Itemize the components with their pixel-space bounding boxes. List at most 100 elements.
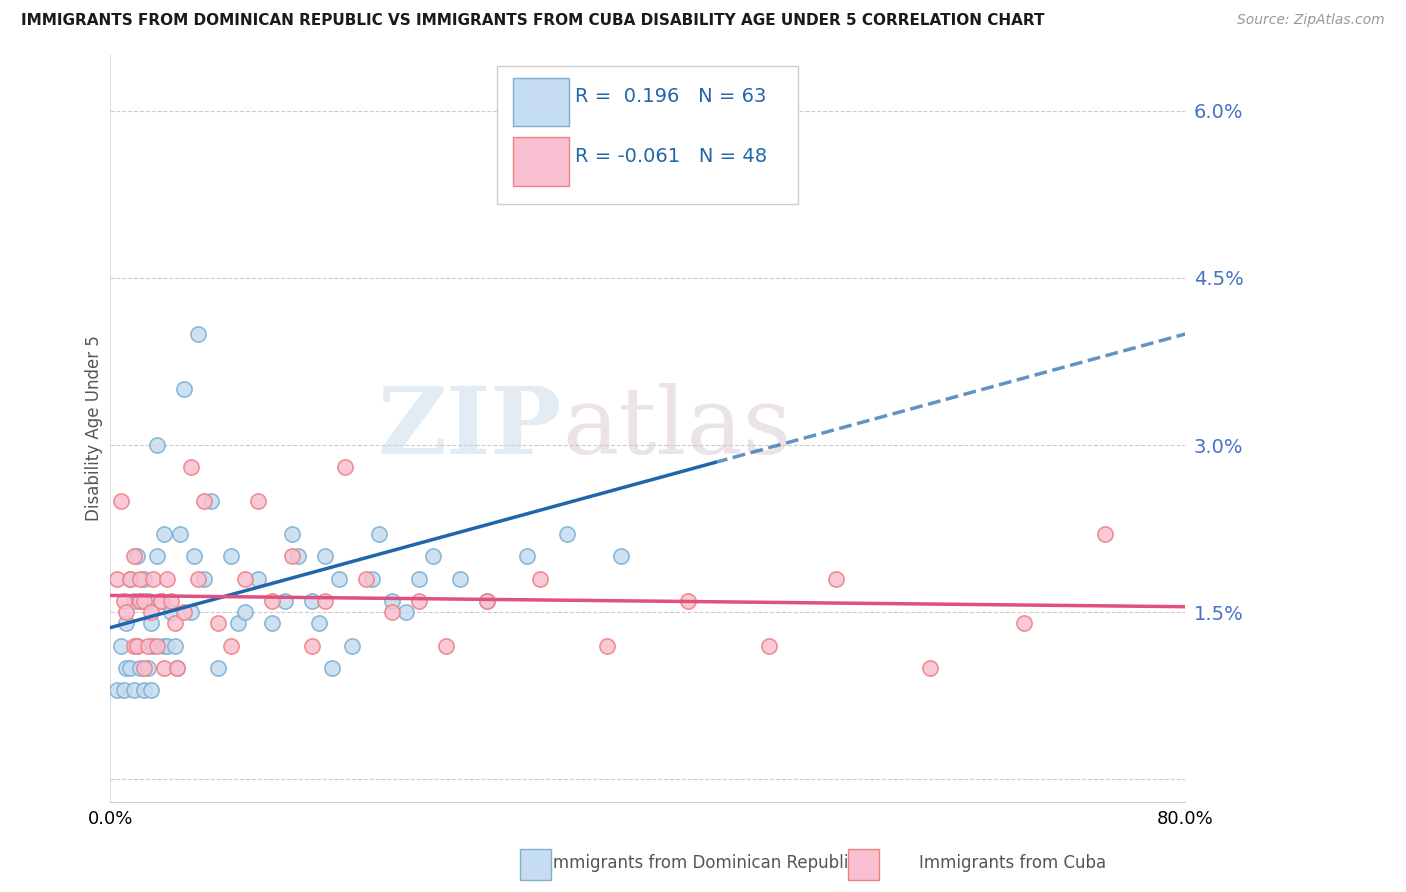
- Point: [187, 326, 209, 341]
- Point: [314, 549, 336, 564]
- Point: [128, 661, 150, 675]
- Point: [193, 493, 215, 508]
- Point: [127, 639, 149, 653]
- Point: [150, 594, 173, 608]
- Text: Immigrants from Cuba: Immigrants from Cuba: [918, 855, 1107, 872]
- Point: [120, 661, 142, 675]
- Point: [150, 594, 173, 608]
- Point: [124, 549, 146, 564]
- Point: [408, 594, 430, 608]
- Point: [676, 594, 699, 608]
- Point: [110, 493, 132, 508]
- Point: [395, 605, 418, 619]
- Point: [146, 639, 169, 653]
- Text: Source: ZipAtlas.com: Source: ZipAtlas.com: [1237, 13, 1385, 28]
- Point: [596, 639, 619, 653]
- Point: [142, 639, 165, 653]
- Point: [163, 616, 186, 631]
- Point: [434, 639, 457, 653]
- Point: [105, 572, 128, 586]
- Point: [1094, 527, 1116, 541]
- Text: ZIP: ZIP: [378, 384, 562, 474]
- Point: [139, 605, 162, 619]
- Point: [153, 639, 176, 653]
- Point: [287, 549, 309, 564]
- Point: [193, 572, 215, 586]
- Point: [408, 572, 430, 586]
- Point: [153, 661, 176, 675]
- Point: [120, 572, 142, 586]
- Point: [233, 572, 256, 586]
- Point: [115, 616, 138, 631]
- Point: [207, 616, 229, 631]
- Point: [136, 661, 159, 675]
- Point: [187, 572, 209, 586]
- Point: [321, 661, 343, 675]
- Point: [1012, 616, 1035, 631]
- Point: [132, 594, 155, 608]
- FancyBboxPatch shape: [513, 78, 569, 126]
- Text: Immigrants from Dominican Republic: Immigrants from Dominican Republic: [548, 855, 858, 872]
- Point: [128, 594, 150, 608]
- Point: [200, 493, 222, 508]
- Point: [110, 639, 132, 653]
- Point: [368, 527, 391, 541]
- Point: [142, 572, 165, 586]
- Point: [132, 572, 155, 586]
- Point: [159, 594, 181, 608]
- Point: [166, 661, 188, 675]
- Point: [314, 594, 336, 608]
- Point: [555, 527, 578, 541]
- Y-axis label: Disability Age Under 5: Disability Age Under 5: [86, 335, 103, 521]
- Point: [112, 683, 135, 698]
- Point: [219, 549, 242, 564]
- Text: R = -0.061   N = 48: R = -0.061 N = 48: [575, 147, 766, 166]
- Point: [274, 594, 297, 608]
- Point: [758, 639, 780, 653]
- Point: [918, 661, 941, 675]
- Point: [132, 683, 155, 698]
- Text: IMMIGRANTS FROM DOMINICAN REPUBLIC VS IMMIGRANTS FROM CUBA DISABILITY AGE UNDER : IMMIGRANTS FROM DOMINICAN REPUBLIC VS IM…: [21, 13, 1045, 29]
- Text: atlas: atlas: [562, 384, 792, 474]
- FancyBboxPatch shape: [498, 66, 799, 204]
- Point: [664, 160, 686, 174]
- Point: [124, 594, 146, 608]
- Point: [112, 594, 135, 608]
- Point: [124, 639, 146, 653]
- Point: [127, 549, 149, 564]
- Point: [475, 594, 498, 608]
- Point: [260, 616, 283, 631]
- Point: [381, 605, 404, 619]
- Point: [105, 683, 128, 698]
- Point: [247, 572, 270, 586]
- Point: [233, 605, 256, 619]
- Point: [139, 683, 162, 698]
- Point: [166, 661, 188, 675]
- Point: [115, 661, 138, 675]
- Point: [301, 594, 323, 608]
- Point: [159, 605, 181, 619]
- FancyBboxPatch shape: [513, 137, 569, 186]
- Point: [361, 572, 384, 586]
- Point: [354, 572, 377, 586]
- Point: [335, 460, 357, 475]
- Point: [308, 616, 330, 631]
- Point: [163, 639, 186, 653]
- Point: [127, 639, 149, 653]
- Point: [180, 605, 202, 619]
- Point: [136, 639, 159, 653]
- Point: [328, 572, 350, 586]
- Point: [156, 639, 179, 653]
- Text: R =  0.196   N = 63: R = 0.196 N = 63: [575, 87, 766, 106]
- Point: [516, 549, 538, 564]
- Point: [280, 527, 302, 541]
- Point: [381, 594, 404, 608]
- Point: [146, 438, 169, 452]
- Point: [422, 549, 444, 564]
- Point: [120, 572, 142, 586]
- Point: [207, 661, 229, 675]
- Point: [124, 683, 146, 698]
- Point: [132, 661, 155, 675]
- Point: [610, 549, 633, 564]
- Point: [340, 639, 363, 653]
